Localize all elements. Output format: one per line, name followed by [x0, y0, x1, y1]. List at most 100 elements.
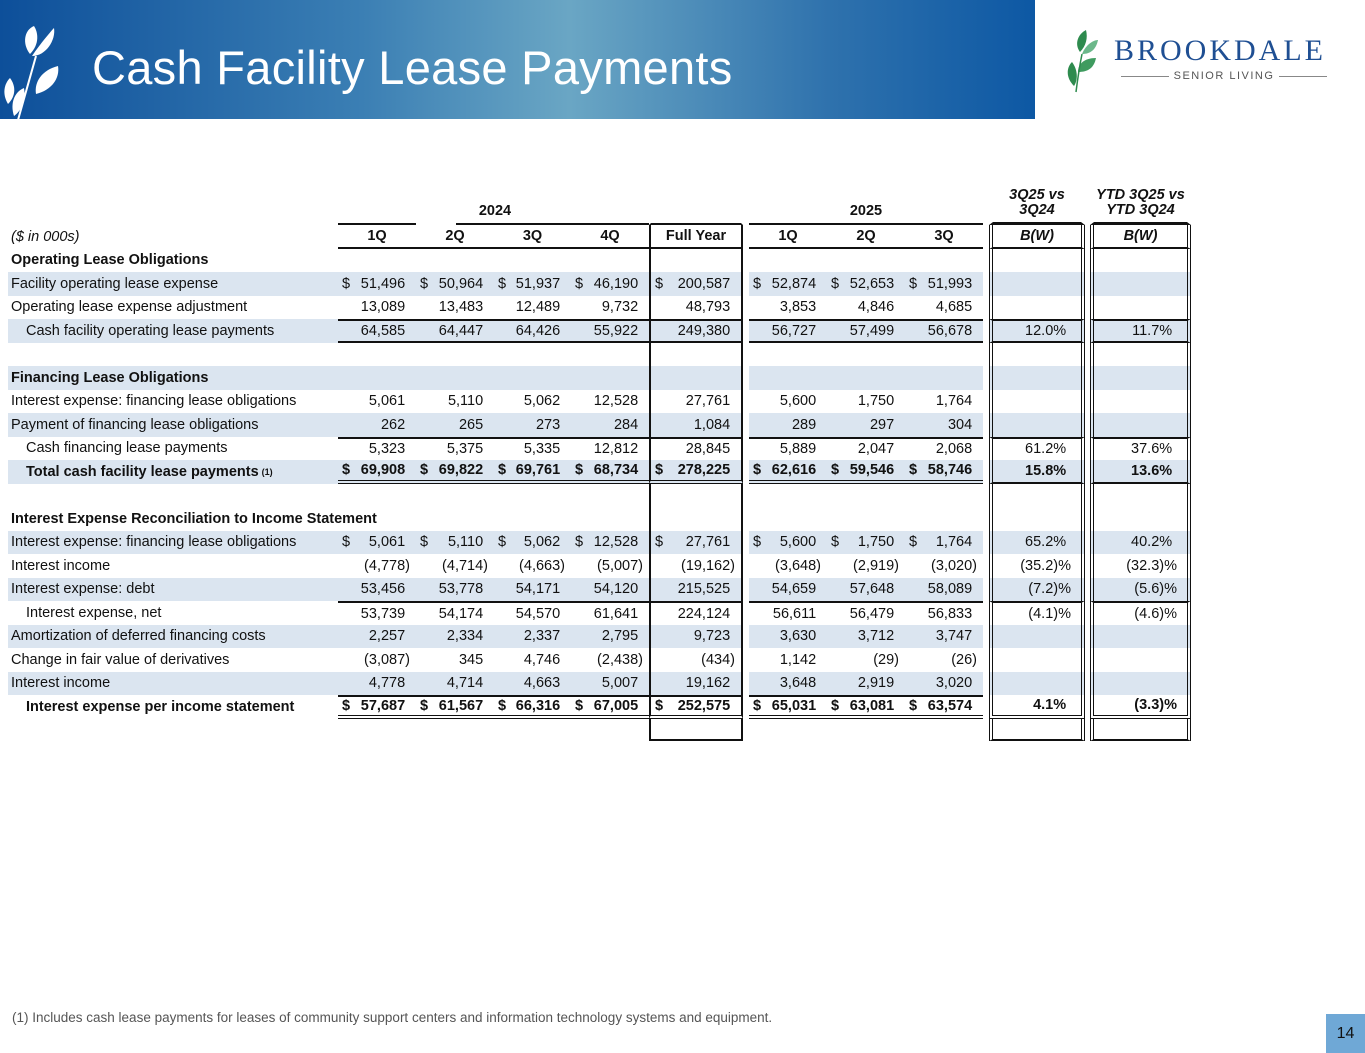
row-label — [8, 484, 338, 508]
table-cell: 249,380 — [649, 319, 743, 343]
table-cell — [1090, 671, 1191, 695]
table-cell — [989, 389, 1085, 413]
cell-value: 58,746 — [927, 461, 973, 478]
table-cell: $63,574 — [905, 695, 983, 719]
table-cell: $62,616 — [749, 460, 827, 484]
table-cell: 12,489 — [494, 296, 571, 320]
cell-value: 53,778 — [438, 581, 484, 598]
cell-value: 9,732 — [601, 299, 639, 316]
table-cell: (29) — [827, 648, 905, 672]
row-label: Change in fair value of derivatives — [11, 651, 230, 668]
table-cell: 345 — [416, 648, 494, 672]
cell-value: 289 — [791, 416, 817, 433]
currency-symbol: $ — [342, 697, 351, 714]
cell-value: (32.3)% — [1126, 557, 1177, 574]
row-label: Amortization of deferred financing costs — [8, 624, 338, 648]
cell-value: 5,110 — [447, 393, 484, 410]
cell-value: 12,489 — [515, 299, 561, 316]
table-cell: $65,031 — [749, 695, 827, 719]
cell-value: (2,438) — [597, 651, 643, 668]
table-cell — [649, 366, 743, 390]
table-cell: 5,007 — [571, 671, 649, 695]
cell-value: 3,020 — [935, 675, 973, 692]
table-cell: 9,732 — [571, 296, 649, 320]
comparison-header-line: 3Q25 vs — [1009, 187, 1065, 203]
table-cell: 53,456 — [338, 577, 416, 601]
column-header: 2Q — [827, 225, 905, 249]
cell-value: (35.2)% — [1020, 557, 1071, 574]
table-cell: 12.0% — [989, 319, 1085, 343]
cell-value: 56,727 — [771, 322, 817, 339]
cell-value: 58,089 — [927, 581, 973, 598]
table-cell: 2,047 — [827, 436, 905, 461]
year-2025-header: 2025 — [827, 178, 905, 225]
cell-value: 12.0% — [1025, 322, 1067, 339]
brand-leaf-icon — [1067, 30, 1098, 93]
table-cell — [827, 366, 905, 390]
table-cell: 3,712 — [827, 624, 905, 648]
table-row: Change in fair value of derivatives (3,08… — [8, 648, 1191, 672]
cell-value: 2,257 — [368, 628, 406, 645]
table-cell — [571, 343, 649, 367]
table-cell — [571, 366, 649, 390]
table-cell — [1090, 248, 1191, 272]
cell-value: 12,528 — [593, 393, 639, 410]
units-label: ($ in 000s) — [11, 228, 80, 245]
table-cell: (3,087) — [338, 648, 416, 672]
currency-symbol: $ — [753, 461, 762, 478]
table-cell — [989, 483, 1085, 507]
table-row: Facility operating lease expense $51,496 $… — [8, 272, 1191, 296]
cell-value: 4,846 — [857, 299, 895, 316]
table-cell: 215,525 — [649, 577, 743, 601]
table-cell: 40.2% — [1090, 530, 1191, 554]
table-cell — [905, 719, 983, 741]
section-header-row: Financing Lease Obligations — [8, 366, 1191, 390]
table-cell: (3.3)% — [1090, 695, 1191, 719]
table-cell: (19,162) — [649, 554, 743, 578]
table-cell — [749, 507, 827, 531]
table-cell — [989, 366, 1085, 390]
currency-symbol: $ — [831, 697, 840, 714]
table-cell: 4.1% — [989, 695, 1085, 719]
cell-value: 3,630 — [779, 628, 817, 645]
cell-value: 11.7% — [1132, 322, 1173, 339]
cell-value: 54,120 — [593, 581, 639, 598]
row-label: Facility operating lease expense — [8, 272, 338, 296]
row-label: Cash financing lease payments — [26, 440, 228, 457]
cell-value: 69,822 — [438, 461, 484, 478]
table-cell: 3,648 — [749, 671, 827, 695]
table-cell: $66,316 — [494, 695, 571, 719]
cell-value: (4,663) — [519, 557, 565, 574]
column-header: 3Q — [905, 225, 983, 249]
cell-value: (3,648) — [775, 557, 821, 574]
table-cell: $51,937 — [494, 272, 571, 296]
cell-value: 50,964 — [438, 275, 484, 292]
cell-value: (29) — [873, 651, 899, 668]
header-cell: YTD 3Q25 vs YTD 3Q24 — [1090, 178, 1191, 225]
currency-symbol: $ — [498, 275, 507, 292]
table-cell: $12,528 — [571, 530, 649, 554]
table-cell: 3,020 — [905, 671, 983, 695]
comparison-header-line: YTD 3Q25 vs — [1096, 187, 1185, 203]
currency-symbol: $ — [753, 275, 762, 292]
currency-symbol: $ — [498, 461, 507, 478]
table-cell — [989, 413, 1085, 437]
cell-value: 215,525 — [677, 581, 731, 598]
cell-value: 5,062 — [523, 393, 561, 410]
cell-value: 13,483 — [438, 299, 484, 316]
cell-value: 64,585 — [360, 322, 406, 339]
cell-value: 66,316 — [515, 697, 561, 714]
table-cell: 2,334 — [416, 624, 494, 648]
table-cell: 5,323 — [338, 436, 416, 461]
cell-value: 69,761 — [515, 461, 561, 478]
table-cell — [416, 484, 494, 508]
cell-value: 64,447 — [438, 322, 484, 339]
cell-value: (19,162) — [680, 557, 735, 574]
table-cell: $1,750 — [827, 530, 905, 554]
section-header-row: Operating Lease Obligations — [8, 248, 1191, 272]
cell-value: 4,746 — [523, 651, 561, 668]
currency-symbol: $ — [831, 461, 840, 478]
row-label: Interest income — [8, 671, 338, 695]
cell-value: 27,761 — [685, 534, 731, 551]
currency-symbol: $ — [831, 534, 840, 551]
